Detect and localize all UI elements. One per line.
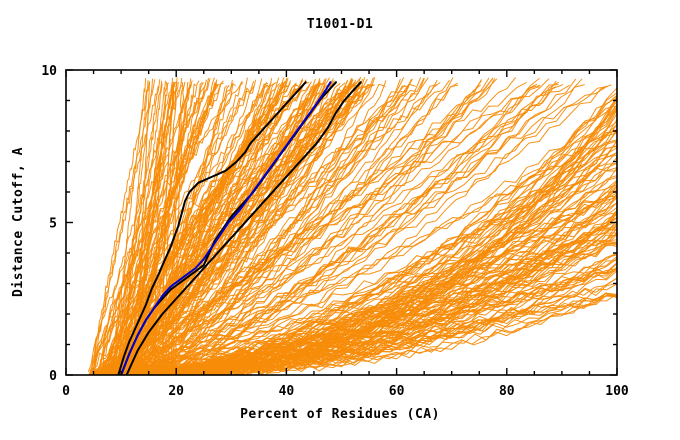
axis-frame-layer	[65, 69, 618, 376]
ensemble-curve	[94, 78, 498, 375]
ensemble-curve	[113, 81, 277, 375]
ensemble-curve	[109, 78, 154, 375]
ensemble-curve	[95, 77, 289, 375]
x-tick-label: 60	[389, 384, 405, 399]
ensemble-curve	[140, 82, 441, 375]
highlight-curve-blue-1	[120, 81, 332, 375]
ensemble-curve	[120, 86, 160, 375]
ensemble-curve	[134, 270, 617, 375]
x-tick-label: 80	[499, 384, 515, 399]
ensemble-curve	[133, 80, 303, 375]
ensemble-curve	[134, 82, 244, 375]
ensemble-curve-outlier	[154, 81, 168, 375]
y-tick-label: 5	[49, 217, 57, 232]
highlight-curve-black-1	[117, 81, 307, 375]
x-tick-label: 40	[279, 384, 295, 399]
ensemble-curve-outlier	[165, 81, 179, 375]
ensemble-curve	[121, 77, 540, 375]
ensemble-curve	[113, 86, 175, 374]
ensemble-curve	[121, 86, 557, 375]
y-tick-label: 10	[41, 64, 57, 79]
x-tick-label: 100	[605, 384, 629, 399]
ensemble-curve	[90, 79, 156, 375]
ensemble-curve	[132, 145, 617, 375]
ensemble-curve	[119, 83, 163, 374]
ensemble-curve	[115, 85, 410, 375]
ensemble-curve	[99, 83, 297, 375]
x-axis-title: Percent of Residues (CA)	[240, 407, 440, 422]
ensemble-curve	[119, 82, 224, 373]
ensemble-curve	[117, 97, 617, 375]
ensemble-curve	[107, 80, 450, 374]
ensemble-curve-outlier	[175, 81, 189, 375]
tick-label-layer: 0 20 40 60 80 100 0 5 10	[41, 64, 629, 399]
ensemble-curve	[131, 80, 438, 375]
chart-title: T1001-D1	[306, 17, 374, 32]
ensemble-curve	[138, 79, 412, 371]
x-tick-label: 0	[62, 384, 70, 399]
y-axis-title: Distance Cutoff, A	[11, 147, 26, 297]
x-tick-label: 20	[168, 384, 184, 399]
ensemble-curve-outlier	[161, 81, 176, 375]
ensemble-curve	[114, 234, 617, 375]
ensemble-curve	[132, 82, 322, 375]
ensemble-curve	[99, 82, 291, 374]
highlight-curve-black-3	[125, 81, 362, 375]
ensemble-curve	[93, 170, 617, 375]
ensemble-curve	[99, 84, 406, 375]
y-tick-label: 0	[49, 369, 57, 384]
ensemble-curve	[92, 79, 161, 375]
ensemble-curve	[119, 78, 576, 375]
ensemble-curve	[105, 86, 219, 372]
ensemble-curve	[111, 80, 200, 375]
ensemble-curve	[124, 82, 203, 375]
ensemble-curve	[118, 86, 607, 373]
ensemble-curve	[120, 77, 516, 375]
ensemble-curve	[101, 194, 617, 375]
ensemble-curve	[94, 167, 617, 375]
curves-layer	[87, 76, 617, 375]
ensemble-curve	[99, 85, 183, 375]
ensemble-curve	[132, 266, 617, 375]
ensemble-curve	[111, 147, 617, 375]
ensemble-curve	[123, 258, 617, 375]
ensemble-curve	[98, 83, 341, 375]
ensemble-curve	[113, 78, 147, 373]
ensemble-curve	[103, 186, 617, 375]
ensemble-curve	[129, 78, 425, 375]
